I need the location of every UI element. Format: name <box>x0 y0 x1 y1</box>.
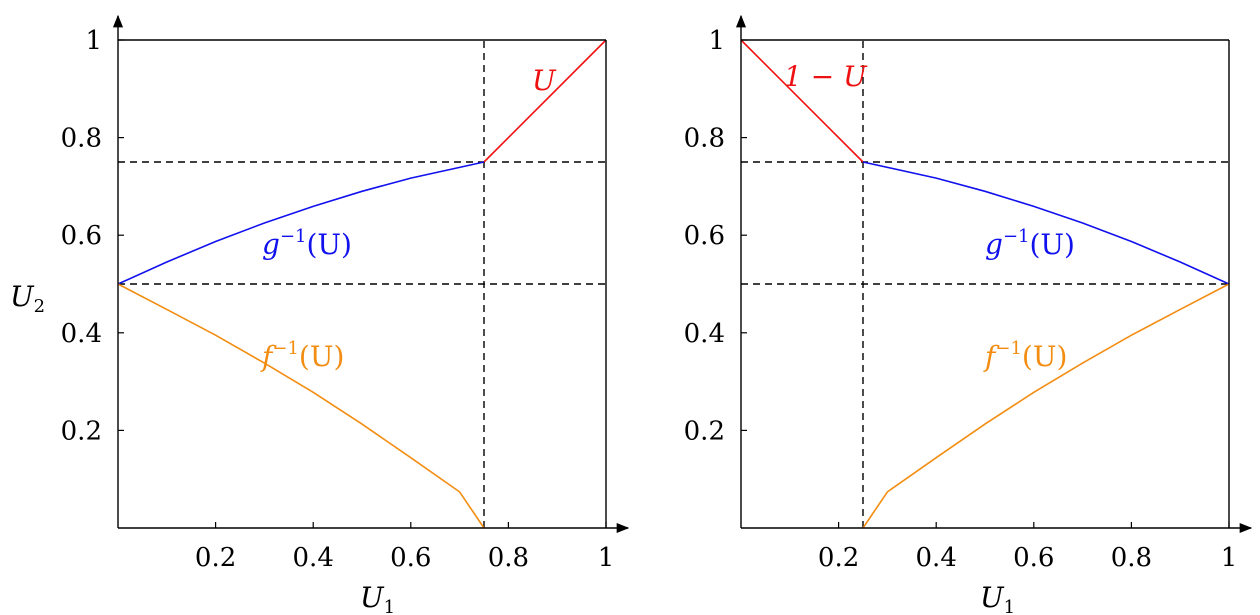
x-tick-label: 1 <box>598 543 615 573</box>
y-tick-label: 0.6 <box>684 221 725 251</box>
x-tick-label: 0.4 <box>916 543 957 573</box>
x-tick-label: 0.8 <box>1111 543 1152 573</box>
y-axis-title: U2 <box>10 280 45 317</box>
label-g-inverse: g−1(U) <box>262 226 352 261</box>
x-tick-label: 0.6 <box>1013 543 1054 573</box>
label-g-inverse: g−1(U) <box>985 226 1075 261</box>
series-line-red <box>740 39 864 163</box>
x-tick-label: 0.6 <box>390 543 431 573</box>
y-tick-label: 0.8 <box>684 124 725 154</box>
x-tick-label: 0.2 <box>195 543 236 573</box>
x-axis-title: U1 <box>980 581 1015 615</box>
y-tick-label: 1 <box>85 26 102 56</box>
y-tick-label: 0.4 <box>684 319 725 349</box>
x-axis-title: U1 <box>360 581 395 615</box>
y-tick-label: 0.2 <box>61 416 102 446</box>
x-tick-label: 0.4 <box>293 543 334 573</box>
x-tick-label: 0.8 <box>488 543 529 573</box>
series-line-blue <box>862 161 1230 285</box>
y-tick-label: 0.2 <box>684 416 725 446</box>
series-line-orange <box>862 283 1230 529</box>
label-f-inverse: f−1(U) <box>983 338 1067 373</box>
series-line-orange <box>117 283 485 529</box>
y-tick-label: 0.4 <box>61 319 102 349</box>
left-panel: 0.2 0.4 0.6 0.8 1 0.2 0.4 0.6 0.8 1 U1 U2 U g−1(U… <box>10 14 630 615</box>
series-line-blue <box>117 161 485 285</box>
series-line-red <box>483 39 607 163</box>
label-u: U <box>532 64 557 97</box>
x-tick-label: 1 <box>1221 543 1238 573</box>
y-tick-label: 0.8 <box>61 124 102 154</box>
x-tick-label: 0.2 <box>818 543 859 573</box>
y-tick-label: 1 <box>708 26 725 56</box>
label-one-minus-u: 1 − U <box>784 60 868 93</box>
right-panel: 0.2 0.4 0.6 0.8 1 0.2 0.4 0.6 0.8 1 U1 1 − U g−1(… <box>684 14 1253 615</box>
y-tick-label: 0.6 <box>61 221 102 251</box>
